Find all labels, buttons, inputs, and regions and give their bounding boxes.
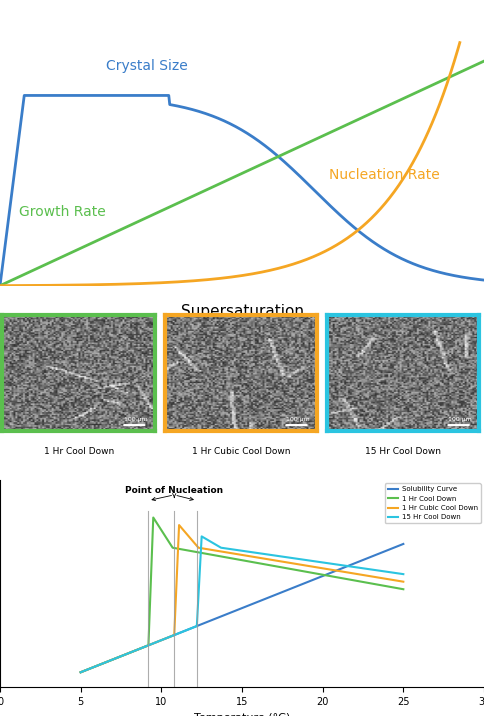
Text: Growth Rate: Growth Rate bbox=[19, 205, 106, 218]
Text: Nucleation Rate: Nucleation Rate bbox=[329, 168, 440, 182]
Text: 1 Hr Cool Down: 1 Hr Cool Down bbox=[44, 447, 114, 456]
X-axis label: Temperature (°C): Temperature (°C) bbox=[194, 712, 290, 716]
Text: Supersaturation: Supersaturation bbox=[181, 304, 303, 319]
Text: Crystal Size: Crystal Size bbox=[106, 59, 188, 74]
Text: Point of Nucleation: Point of Nucleation bbox=[125, 486, 223, 495]
Text: 15 Hr Cool Down: 15 Hr Cool Down bbox=[365, 447, 441, 456]
Text: 1 Hr Cubic Cool Down: 1 Hr Cubic Cool Down bbox=[192, 447, 290, 456]
Legend: Solubility Curve, 1 Hr Cool Down, 1 Hr Cubic Cool Down, 15 Hr Cool Down: Solubility Curve, 1 Hr Cool Down, 1 Hr C… bbox=[385, 483, 481, 523]
